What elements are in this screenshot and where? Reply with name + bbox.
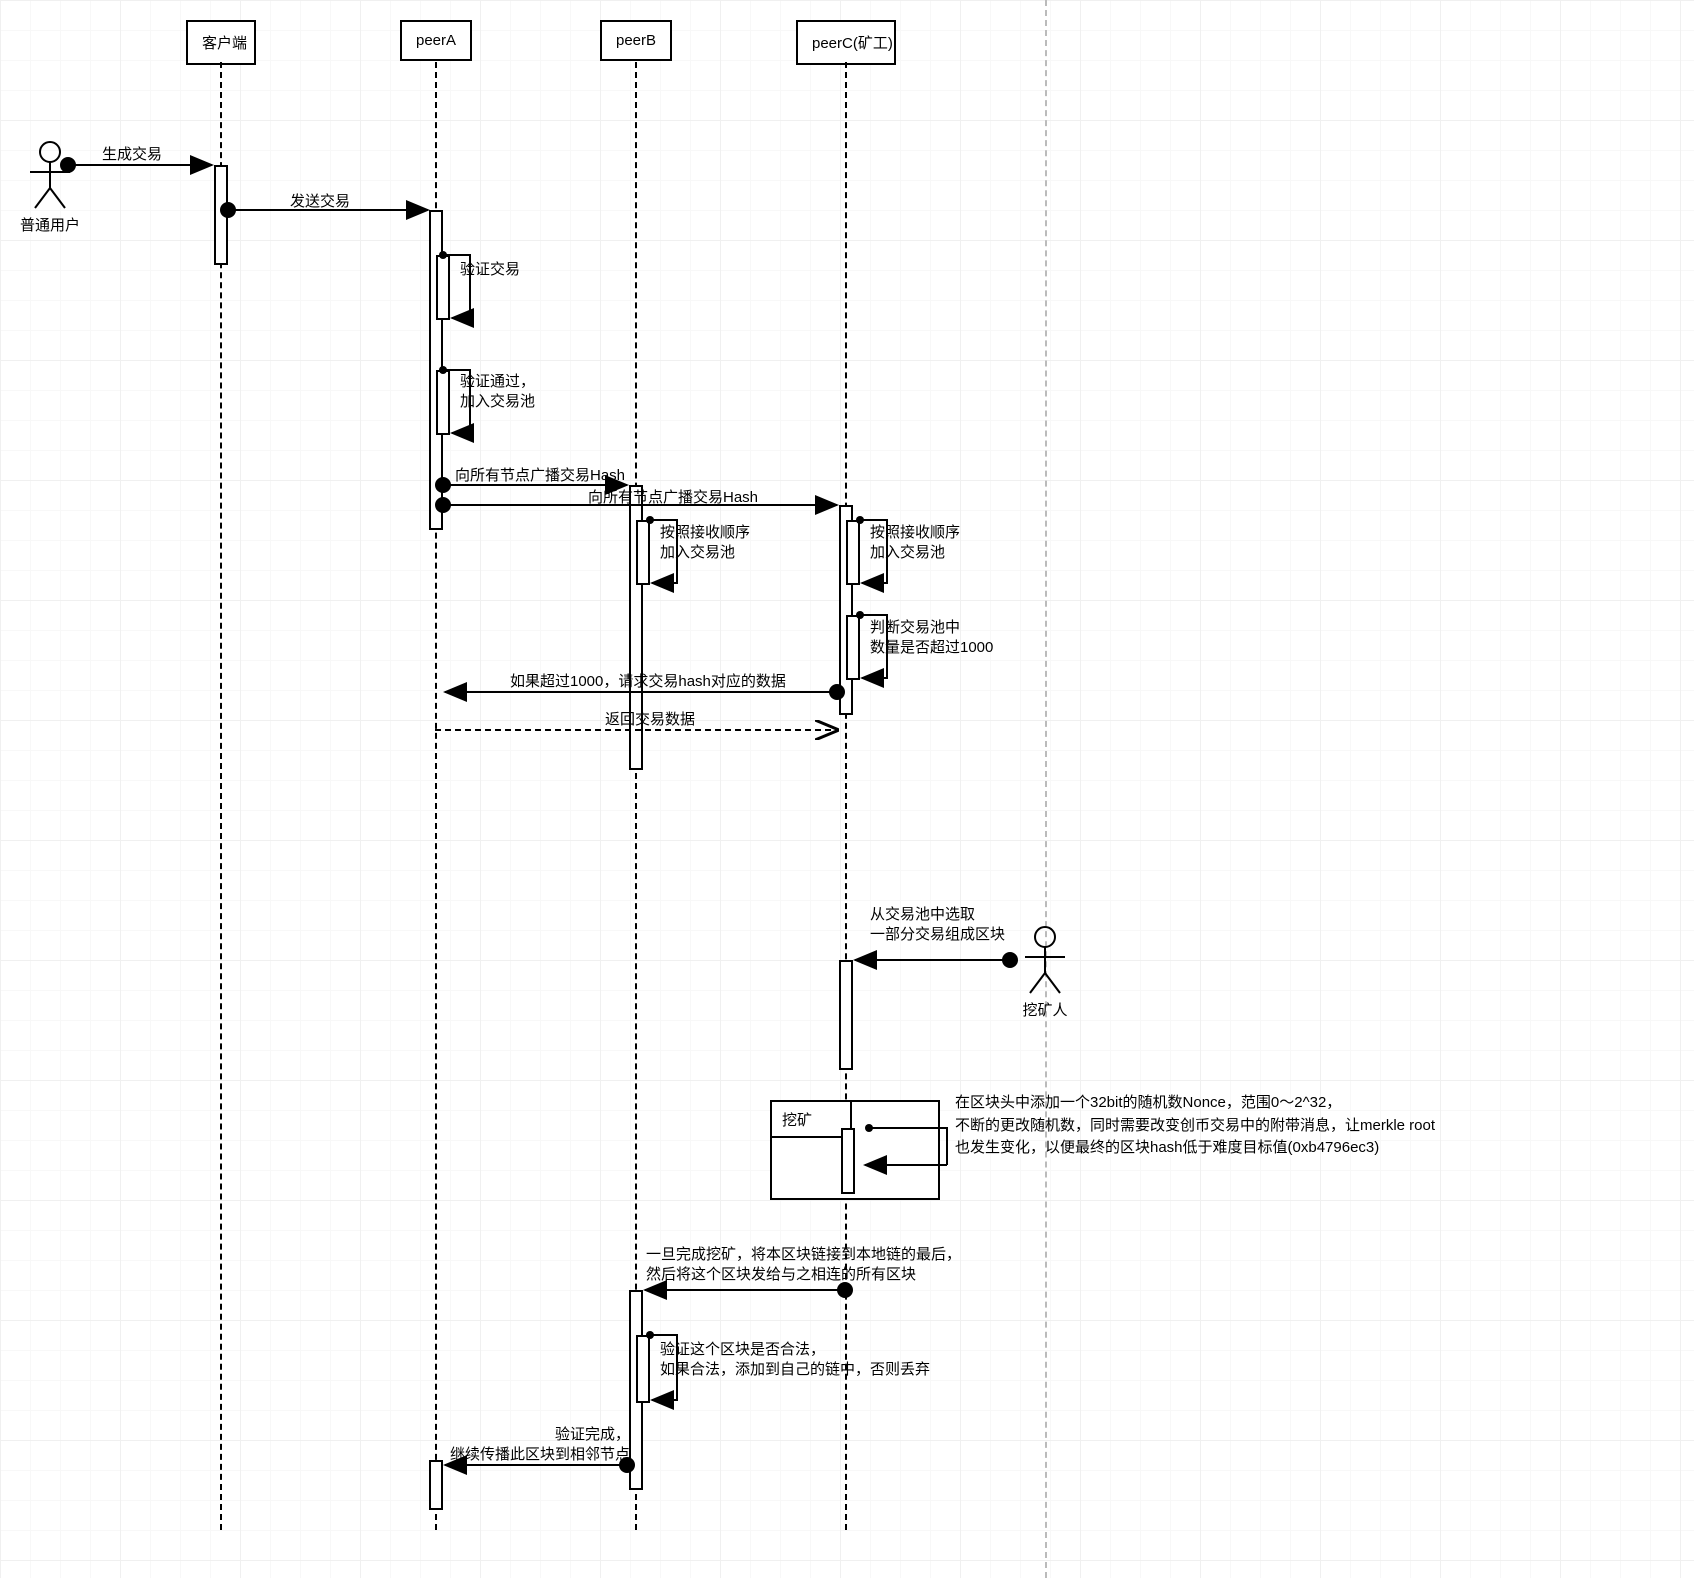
activation-mining-inner bbox=[841, 1128, 855, 1194]
msg-propagate: 验证完成， 继续传播此区块到相邻节点 bbox=[450, 1425, 630, 1464]
activation-peerB-inner bbox=[636, 520, 650, 585]
activation-peerA-block bbox=[429, 1460, 443, 1510]
activation-client bbox=[214, 165, 228, 265]
mining-annotation: 在区块头中添加一个32bit的随机数Nonce，范围0～2^32， 不断的更改随… bbox=[955, 1092, 1435, 1160]
msg-broadcastB: 向所有节点广播交易Hash bbox=[455, 466, 625, 486]
msg-poolCheck: 判断交易池中 数量是否超过1000 bbox=[870, 618, 993, 657]
msg-returnData: 返回交易数据 bbox=[605, 710, 695, 730]
activation-peerA-inner1 bbox=[436, 255, 450, 320]
stick-figure-icon bbox=[25, 140, 75, 210]
msg-verifyTx: 验证交易 bbox=[460, 260, 520, 280]
activation-peerB-block-inner bbox=[636, 1335, 650, 1403]
participant-client: 客户端 bbox=[186, 20, 256, 65]
msg-doneMining: 一旦完成挖矿，将本区块链接到本地链的最后， 然后将这个区块发给与之相连的所有区块 bbox=[646, 1245, 961, 1284]
mining-frame-label: 挖矿 bbox=[772, 1102, 852, 1138]
actor-miner: 挖矿人 bbox=[1010, 925, 1080, 1020]
lifeline-peerC bbox=[845, 62, 847, 1530]
activation-peerC-mining bbox=[839, 960, 853, 1070]
msg-selectTx: 从交易池中选取 一部分交易组成区块 bbox=[870, 905, 1005, 944]
msg-broadcastC: 向所有节点广播交易Hash bbox=[588, 488, 758, 508]
actor-user-label: 普通用户 bbox=[15, 214, 85, 235]
actor-miner-label: 挖矿人 bbox=[1010, 999, 1080, 1020]
mining-frame: 挖矿 bbox=[770, 1100, 940, 1200]
activation-peerC-inner1 bbox=[846, 520, 860, 585]
sequence-diagram: 客户端 peerA peerB peerC(矿工) 普通用户 挖矿人 bbox=[0, 0, 1694, 1578]
participant-peerC: peerC(矿工) bbox=[796, 20, 896, 65]
msg-recvB: 按照接收顺序 加入交易池 bbox=[660, 523, 750, 562]
stick-figure-icon bbox=[1020, 925, 1070, 995]
activation-peerA-inner2 bbox=[436, 370, 450, 435]
participant-peerA: peerA bbox=[400, 20, 472, 61]
msg-over1000: 如果超过1000，请求交易hash对应的数据 bbox=[510, 672, 786, 692]
actor-user: 普通用户 bbox=[15, 140, 85, 235]
msg-verifyOk: 验证通过， 加入交易池 bbox=[460, 372, 535, 411]
lifeline-client bbox=[220, 62, 222, 1530]
msg-genTx: 生成交易 bbox=[102, 145, 162, 165]
activation-peerC-inner2 bbox=[846, 615, 860, 680]
msg-sendTx: 发送交易 bbox=[290, 192, 350, 212]
msg-verifyBlock: 验证这个区块是否合法， 如果合法，添加到自己的链中，否则丢弃 bbox=[660, 1340, 930, 1379]
participant-peerB: peerB bbox=[600, 20, 672, 61]
msg-recvC: 按照接收顺序 加入交易池 bbox=[870, 523, 960, 562]
